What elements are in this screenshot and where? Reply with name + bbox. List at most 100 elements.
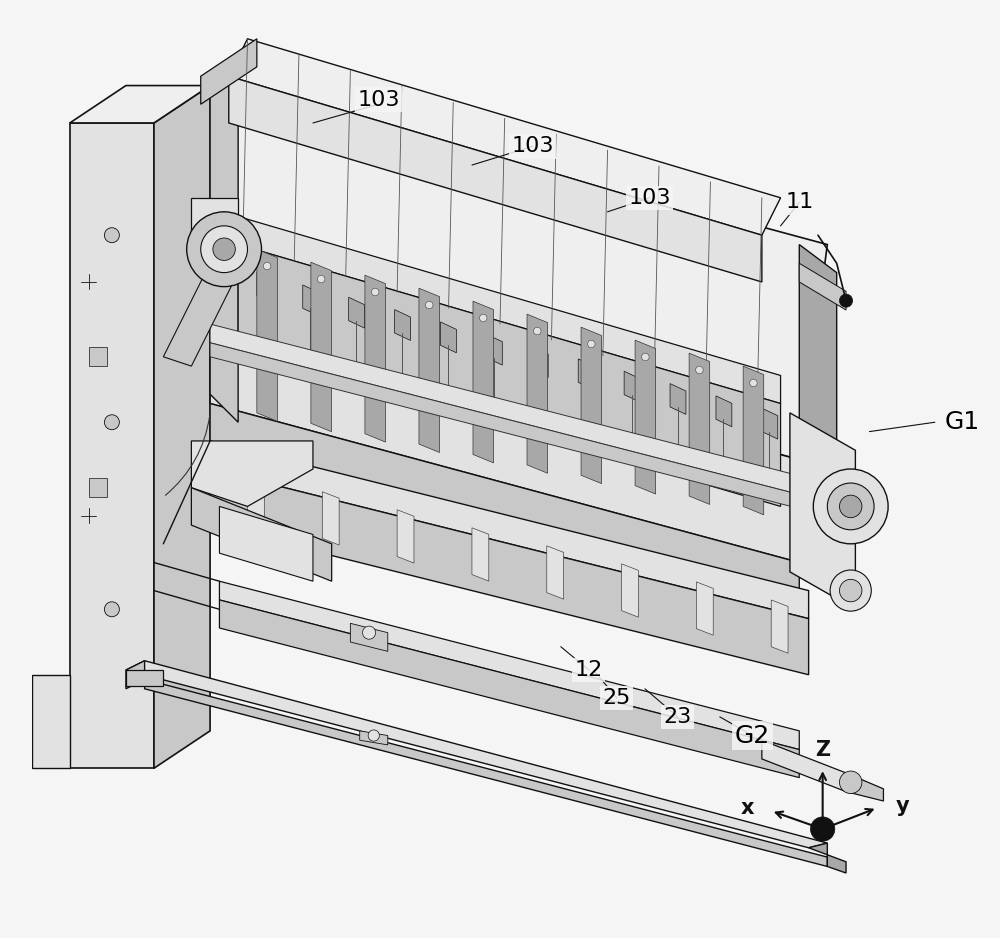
Polygon shape bbox=[635, 340, 656, 494]
Text: 103: 103 bbox=[511, 136, 554, 157]
Polygon shape bbox=[126, 660, 145, 688]
Polygon shape bbox=[360, 731, 388, 745]
Polygon shape bbox=[191, 488, 332, 582]
Polygon shape bbox=[472, 528, 489, 582]
Polygon shape bbox=[799, 245, 837, 591]
Polygon shape bbox=[395, 310, 410, 340]
Circle shape bbox=[425, 301, 433, 309]
Polygon shape bbox=[210, 342, 827, 516]
Polygon shape bbox=[578, 359, 594, 390]
Polygon shape bbox=[349, 297, 365, 328]
Polygon shape bbox=[126, 660, 827, 848]
Polygon shape bbox=[350, 624, 388, 651]
Polygon shape bbox=[229, 76, 762, 282]
Polygon shape bbox=[581, 327, 602, 484]
Polygon shape bbox=[624, 371, 640, 402]
Circle shape bbox=[827, 483, 874, 530]
Polygon shape bbox=[89, 478, 107, 497]
Circle shape bbox=[104, 415, 119, 430]
Polygon shape bbox=[210, 85, 238, 422]
Circle shape bbox=[201, 226, 247, 273]
Circle shape bbox=[104, 228, 119, 243]
Circle shape bbox=[187, 212, 262, 287]
Text: G2: G2 bbox=[735, 723, 770, 748]
Circle shape bbox=[104, 602, 119, 617]
Polygon shape bbox=[473, 301, 494, 462]
Polygon shape bbox=[696, 582, 713, 635]
Polygon shape bbox=[486, 334, 502, 365]
Polygon shape bbox=[419, 288, 440, 452]
Polygon shape bbox=[440, 322, 456, 353]
Circle shape bbox=[750, 379, 757, 386]
Polygon shape bbox=[670, 384, 686, 415]
Circle shape bbox=[363, 627, 376, 639]
Polygon shape bbox=[191, 441, 313, 507]
Text: 11: 11 bbox=[785, 192, 813, 213]
Circle shape bbox=[368, 730, 379, 741]
Polygon shape bbox=[716, 396, 732, 427]
Polygon shape bbox=[397, 509, 414, 563]
Polygon shape bbox=[527, 314, 548, 474]
Polygon shape bbox=[743, 366, 764, 515]
Polygon shape bbox=[799, 264, 846, 310]
Polygon shape bbox=[210, 403, 799, 600]
Polygon shape bbox=[622, 564, 638, 617]
Polygon shape bbox=[689, 353, 710, 505]
Circle shape bbox=[588, 340, 595, 348]
Text: x: x bbox=[741, 798, 755, 819]
Polygon shape bbox=[219, 600, 799, 778]
Polygon shape bbox=[32, 674, 70, 768]
Polygon shape bbox=[126, 670, 163, 686]
Polygon shape bbox=[238, 245, 781, 507]
Text: 25: 25 bbox=[603, 688, 631, 708]
Circle shape bbox=[830, 570, 871, 612]
Polygon shape bbox=[210, 469, 809, 674]
Polygon shape bbox=[257, 273, 273, 304]
Circle shape bbox=[480, 314, 487, 322]
Text: 23: 23 bbox=[664, 707, 692, 727]
Polygon shape bbox=[210, 301, 799, 563]
Polygon shape bbox=[365, 275, 385, 442]
Circle shape bbox=[317, 276, 325, 282]
Polygon shape bbox=[303, 285, 319, 316]
Polygon shape bbox=[809, 843, 846, 873]
Text: 103: 103 bbox=[357, 90, 400, 110]
Polygon shape bbox=[790, 413, 855, 610]
Circle shape bbox=[839, 580, 862, 602]
Circle shape bbox=[839, 295, 853, 308]
Text: y: y bbox=[895, 795, 909, 816]
Circle shape bbox=[839, 495, 862, 518]
Polygon shape bbox=[210, 324, 827, 502]
Polygon shape bbox=[191, 198, 238, 245]
Circle shape bbox=[534, 327, 541, 335]
Polygon shape bbox=[322, 492, 339, 545]
Polygon shape bbox=[762, 740, 846, 792]
Polygon shape bbox=[219, 507, 313, 582]
Polygon shape bbox=[219, 582, 799, 749]
Circle shape bbox=[813, 469, 888, 544]
Text: Z: Z bbox=[815, 739, 830, 760]
Polygon shape bbox=[201, 38, 257, 104]
Polygon shape bbox=[846, 773, 883, 801]
Polygon shape bbox=[89, 347, 107, 366]
Polygon shape bbox=[145, 679, 827, 867]
Circle shape bbox=[263, 263, 271, 270]
Polygon shape bbox=[547, 546, 564, 599]
Circle shape bbox=[839, 771, 862, 794]
Polygon shape bbox=[229, 38, 781, 235]
Polygon shape bbox=[210, 441, 809, 619]
Polygon shape bbox=[247, 474, 264, 527]
Polygon shape bbox=[70, 123, 154, 768]
Polygon shape bbox=[532, 346, 548, 377]
Polygon shape bbox=[70, 85, 210, 123]
Polygon shape bbox=[238, 217, 781, 403]
Polygon shape bbox=[771, 600, 788, 653]
Polygon shape bbox=[762, 408, 778, 439]
Circle shape bbox=[371, 288, 379, 295]
Text: 103: 103 bbox=[628, 188, 671, 208]
Circle shape bbox=[696, 366, 703, 373]
Circle shape bbox=[213, 238, 235, 261]
Polygon shape bbox=[257, 250, 277, 421]
Circle shape bbox=[642, 354, 649, 361]
Circle shape bbox=[810, 817, 835, 841]
